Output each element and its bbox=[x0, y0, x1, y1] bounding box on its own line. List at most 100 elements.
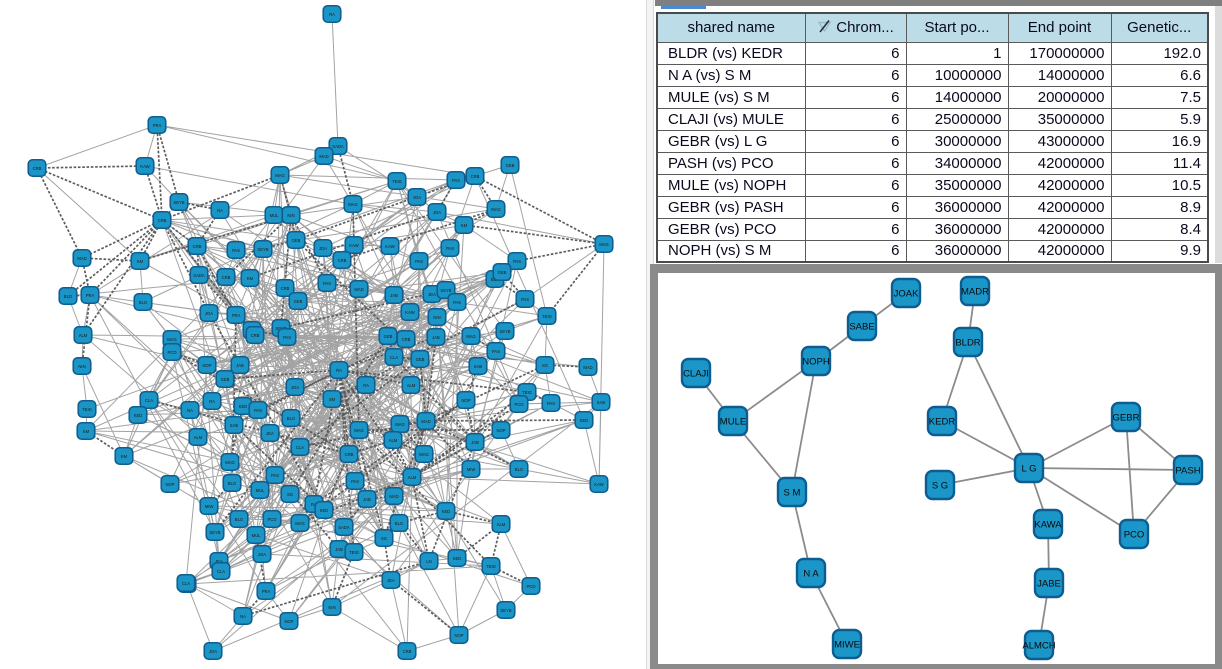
svg-text:JEA: JEA bbox=[266, 431, 274, 436]
svg-text:JAB: JAB bbox=[335, 547, 343, 552]
svg-text:PCO: PCO bbox=[526, 584, 536, 589]
svg-text:GEB: GEB bbox=[292, 238, 301, 243]
svg-text:MAG: MAG bbox=[354, 428, 364, 433]
svg-text:KAW: KAW bbox=[594, 482, 603, 487]
svg-text:NOP: NOP bbox=[284, 619, 293, 624]
svg-text:MADR: MADR bbox=[961, 287, 989, 298]
svg-text:NA: NA bbox=[187, 408, 193, 413]
svg-text:CRB: CRB bbox=[345, 452, 354, 457]
svg-text:PCO: PCO bbox=[167, 350, 177, 355]
svg-text:PRA: PRA bbox=[262, 589, 271, 594]
svg-text:GEB: GEB bbox=[294, 299, 303, 304]
svg-text:PAS: PAS bbox=[254, 408, 262, 413]
svg-text:MAD: MAD bbox=[389, 494, 398, 499]
svg-text:KED: KED bbox=[453, 556, 462, 561]
svg-text:PAS: PAS bbox=[415, 259, 423, 264]
svg-text:KAW: KAW bbox=[349, 243, 358, 248]
svg-text:JAB: JAB bbox=[432, 335, 440, 340]
svg-text:PAS: PAS bbox=[351, 479, 359, 484]
svg-text:CRB: CRB bbox=[338, 258, 347, 263]
svg-text:PAS: PAS bbox=[547, 401, 555, 406]
svg-text:KED: KED bbox=[320, 508, 329, 513]
svg-text:SG: SG bbox=[287, 492, 293, 497]
svg-text:KM: KM bbox=[83, 429, 90, 434]
svg-text:SADA: SADA bbox=[332, 144, 344, 149]
svg-text:SAB: SAB bbox=[474, 364, 483, 369]
svg-text:SAB: SAB bbox=[597, 400, 606, 405]
svg-text:NOP: NOP bbox=[454, 633, 463, 638]
svg-text:NIN: NIN bbox=[328, 605, 335, 610]
svg-text:NIN: NIN bbox=[287, 213, 294, 218]
svg-text:CRB: CRB bbox=[403, 649, 412, 654]
svg-text:NA: NA bbox=[217, 208, 223, 213]
svg-text:JOA: JOA bbox=[258, 552, 266, 557]
svg-text:KM: KM bbox=[247, 276, 254, 281]
svg-text:MAD: MAD bbox=[421, 419, 430, 424]
svg-text:SAB: SAB bbox=[230, 423, 239, 428]
svg-text:NOP: NOP bbox=[496, 428, 505, 433]
svg-text:CRB: CRB bbox=[471, 174, 480, 179]
svg-text:MIWE: MIWE bbox=[834, 640, 860, 651]
svg-text:SADA: SADA bbox=[193, 273, 205, 278]
svg-text:LN: LN bbox=[426, 559, 431, 564]
svg-text:KEDR: KEDR bbox=[929, 417, 956, 428]
svg-text:RA: RA bbox=[363, 383, 369, 388]
svg-text:ALM: ALM bbox=[194, 435, 203, 440]
svg-text:BLG: BLG bbox=[287, 416, 295, 421]
svg-text:GEBR: GEBR bbox=[1113, 413, 1140, 424]
svg-text:KED: KED bbox=[134, 413, 143, 418]
svg-text:KM: KM bbox=[121, 454, 128, 459]
svg-text:TEIG: TEIG bbox=[82, 407, 92, 412]
svg-text:CLA: CLA bbox=[145, 398, 153, 403]
svg-text:CRB: CRB bbox=[402, 337, 411, 342]
svg-text:KAW: KAW bbox=[140, 164, 149, 169]
svg-text:L G: L G bbox=[1022, 464, 1037, 475]
svg-text:PAS: PAS bbox=[271, 473, 279, 478]
svg-text:KAW: KAW bbox=[385, 244, 394, 249]
svg-text:PAS: PAS bbox=[446, 246, 454, 251]
svg-text:MAG: MAG bbox=[348, 202, 358, 207]
svg-text:NIN: NIN bbox=[78, 364, 85, 369]
svg-text:PAS: PAS bbox=[492, 349, 500, 354]
svg-text:N A: N A bbox=[803, 569, 819, 580]
svg-text:MAG: MAG bbox=[275, 173, 285, 178]
svg-text:ALM: ALM bbox=[389, 438, 398, 443]
svg-text:JEA: JEA bbox=[428, 292, 436, 297]
svg-text:MAD: MAD bbox=[319, 154, 328, 159]
svg-text:KED: KED bbox=[442, 509, 451, 514]
svg-text:BLD: BLD bbox=[64, 294, 72, 299]
svg-text:KM: KM bbox=[461, 223, 468, 228]
svg-text:BLG: BLG bbox=[515, 467, 523, 472]
svg-text:CRB: CRB bbox=[251, 333, 260, 338]
svg-text:JEA: JEA bbox=[215, 559, 223, 564]
svg-text:BLG: BLG bbox=[235, 517, 243, 522]
svg-text:PAS: PAS bbox=[452, 178, 460, 183]
svg-text:KED: KED bbox=[580, 418, 589, 423]
svg-text:PAS: PAS bbox=[283, 335, 291, 340]
svg-text:NOP: NOP bbox=[165, 482, 174, 487]
svg-text:MAD: MAD bbox=[583, 365, 592, 370]
svg-text:JOAK: JOAK bbox=[894, 289, 919, 300]
svg-text:JAB: JAB bbox=[390, 293, 398, 298]
svg-text:MAG: MAG bbox=[225, 460, 235, 465]
svg-text:JOA: JOA bbox=[291, 385, 299, 390]
svg-text:MAG: MAG bbox=[466, 334, 476, 339]
svg-text:SEYB: SEYB bbox=[257, 247, 268, 252]
svg-text:JAB: JAB bbox=[471, 440, 479, 445]
svg-text:CLA: CLA bbox=[217, 569, 225, 574]
svg-text:CLAJI: CLAJI bbox=[683, 369, 709, 380]
svg-text:SEYB: SEYB bbox=[173, 200, 184, 205]
svg-text:MAG: MAG bbox=[491, 207, 501, 212]
svg-text:SABE: SABE bbox=[849, 322, 874, 333]
svg-text:CRB: CRB bbox=[193, 244, 202, 249]
svg-text:JOA: JOA bbox=[319, 246, 327, 251]
svg-text:S G: S G bbox=[932, 481, 948, 492]
svg-text:CRB: CRB bbox=[281, 286, 290, 291]
svg-text:RA: RA bbox=[209, 399, 215, 404]
svg-text:TEIG: TEIG bbox=[522, 390, 532, 395]
svg-text:CRB: CRB bbox=[158, 218, 167, 223]
svg-text:KED: KED bbox=[239, 404, 248, 409]
svg-text:SM: SM bbox=[329, 397, 336, 402]
svg-text:CLA: CLA bbox=[296, 445, 304, 450]
svg-text:JOA: JOA bbox=[413, 195, 421, 200]
